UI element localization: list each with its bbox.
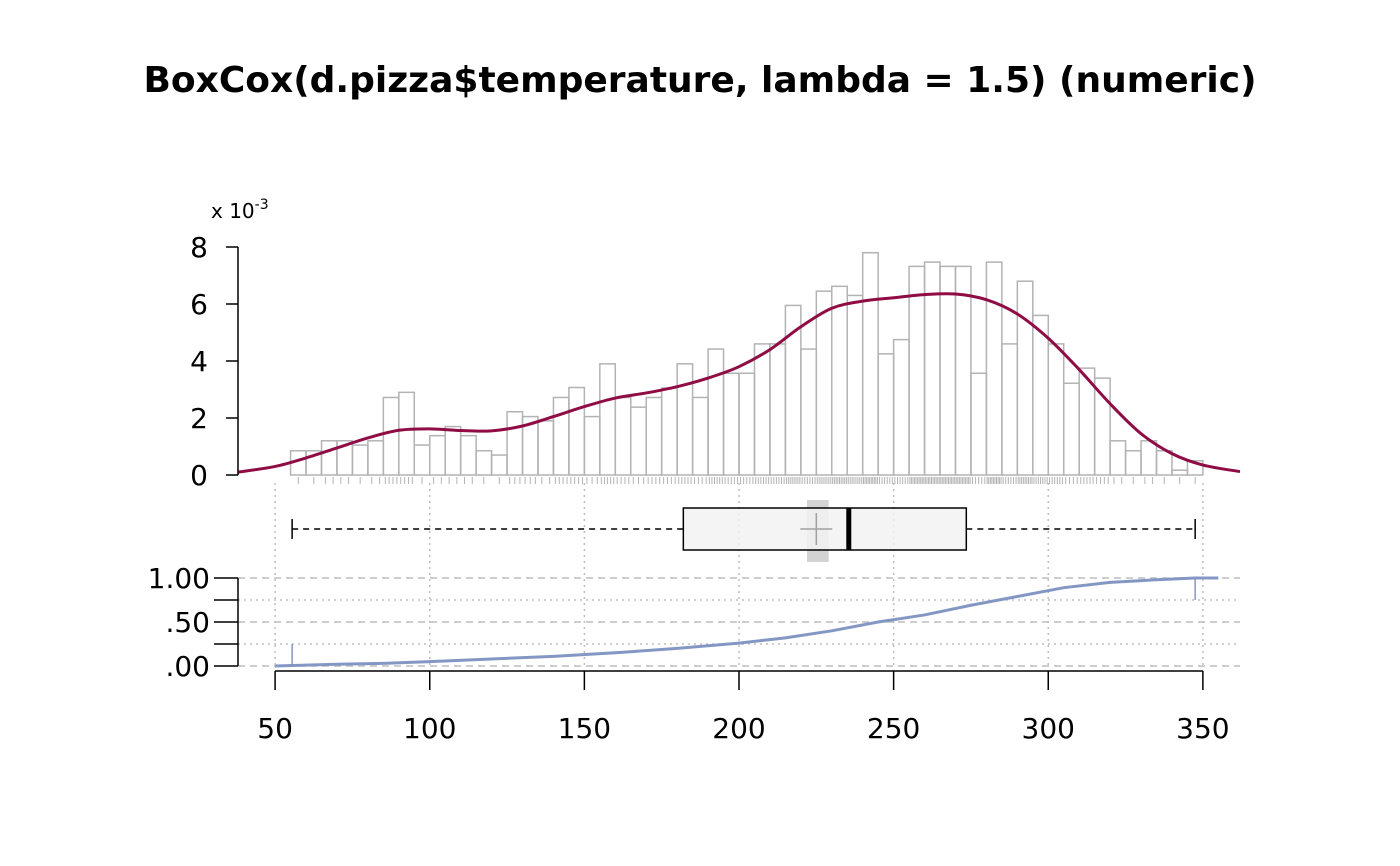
histogram-bar [630,406,647,476]
y-tick-label: 4 [190,345,208,378]
histogram-bar [800,348,818,476]
ecdf-y-axis: 1.00 .50 .00 [148,562,239,683]
histogram-bar [428,434,446,476]
histogram-bar [367,440,385,476]
histogram-bar [769,343,787,476]
histogram-bar [1186,460,1204,476]
histogram-bar [753,343,771,476]
histogram-bar [939,265,957,476]
histogram-bar [660,387,678,476]
histogram-bar [1062,382,1080,476]
histogram-bar [568,386,586,476]
x-tick-label: 50 [257,712,293,745]
histogram-bar [738,372,756,476]
histogram-bar [691,396,709,476]
histogram-y-axis: 0 2 4 6 8 [190,231,239,492]
histogram-bar [722,372,740,476]
histogram-bar [444,425,462,476]
y-tick-label: 6 [190,288,208,321]
histogram-bar [583,415,601,476]
y-tick-label: 8 [190,231,208,264]
histogram-bar [970,372,988,476]
histogram-bar [676,363,694,476]
histogram-bar [908,265,926,476]
y-tick-label: 2 [190,402,208,435]
histogram-bar [599,363,617,476]
histogram-bar [1109,440,1127,476]
histogram-bar [552,396,570,476]
x-tick-label: 100 [403,712,456,745]
ecdf-y-tick-label: .50 [165,606,210,639]
x-tick-label: 150 [558,712,611,745]
histogram-bar [382,396,400,476]
histogram-bar [351,444,369,476]
histogram-panel: 0 2 4 6 8 x 10-3 [190,197,1241,666]
histogram-bar [1093,377,1111,476]
histogram-bar [707,348,725,476]
x-tick-label: 200 [712,712,765,745]
histogram-bar [1001,343,1019,476]
histogram-bar [1124,450,1142,476]
histogram-bar [846,294,864,476]
histogram-bar [413,444,431,476]
ecdf-y-tick-label: 1.00 [148,562,210,595]
histogram-bar [1047,343,1065,476]
rug-marks [297,477,1196,484]
histogram-bar [892,338,910,476]
boxplot-panel [291,500,1196,562]
histogram-bar [645,396,663,476]
density-curve [237,292,1241,474]
histogram-bar [1171,469,1189,476]
ecdf-grid [238,577,1240,667]
histogram-bar [490,454,508,476]
histogram-bar [877,353,895,476]
y-scale-label: x 10-3 [211,197,269,223]
ecdf-line [275,576,1219,668]
histogram-bar [831,285,848,476]
histogram-bar [985,261,1003,476]
histogram-bar [1155,450,1173,476]
x-tick-label: 250 [867,712,920,745]
ecdf-y-tick-label: .00 [165,650,210,683]
histogram-bar [861,251,879,476]
histogram-bar [815,290,833,476]
histogram-bar [459,434,477,476]
histogram-bar [506,410,524,476]
histogram-bar [475,450,493,476]
histogram-bar [614,396,632,476]
histogram-bar [320,440,338,476]
histogram-bar [1032,314,1050,476]
histogram-bar [1140,440,1158,476]
histogram-bar [537,420,555,476]
ecdf-panel: 1.00 .50 .00 [148,562,1240,683]
x-tick-label: 350 [1176,712,1229,745]
x-axis: 50 100 150 200 250 300 350 [257,670,1230,745]
histogram-bar [1016,280,1034,476]
x-tick-label: 300 [1022,712,1075,745]
histogram-bar [954,265,972,476]
histogram-bar [398,391,416,476]
y-tick-label: 0 [190,459,208,492]
chart-title: BoxCox(d.pizza$temperature, lambda = 1.5… [143,60,1256,101]
